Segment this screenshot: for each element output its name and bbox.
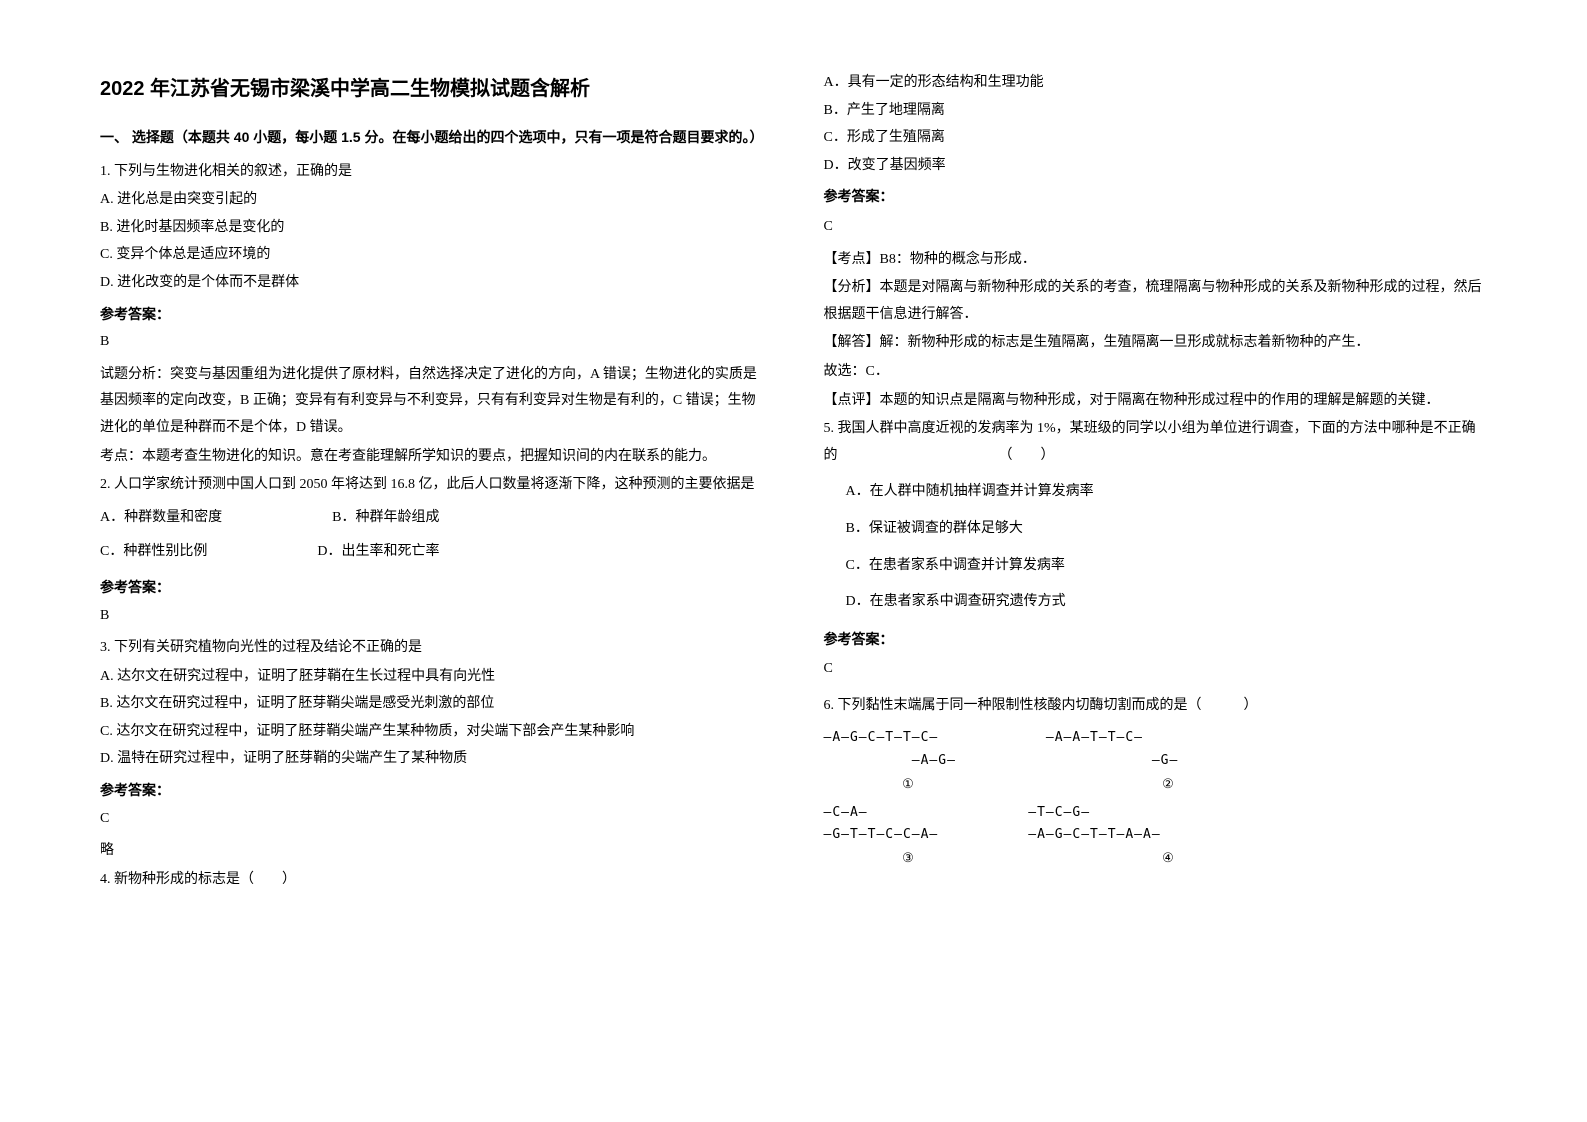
q5-option-c: C．在患者家系中调查并计算发病率: [846, 553, 1488, 580]
q1-answer: B: [100, 329, 764, 356]
q2-answer: B: [100, 603, 764, 630]
q2-row2: C．种群性别比例 D．出生率和死亡率: [100, 539, 764, 566]
q5-option-b: B．保证被调查的群体足够大: [846, 516, 1488, 543]
circled-3: ③: [824, 848, 994, 870]
circled-2: ②: [1084, 774, 1254, 796]
q2-stem: 2. 人口学家统计预测中国人口到 2050 年将达到 16.8 亿，此后人口数量…: [100, 472, 764, 499]
q2-row1: A．种群数量和密度 B．种群年龄组成: [100, 505, 764, 532]
q4-kd: 【考点】B8：物种的概念与形成．: [824, 247, 1488, 274]
left-column: 2022 年江苏省无锡市梁溪中学高二生物模拟试题含解析 一、 选择题（本题共 4…: [100, 70, 764, 1052]
diag3: —C—A— —G—T—T—C—C—A—: [824, 802, 939, 846]
q4-option-c: C．形成了生殖隔离: [824, 125, 1488, 152]
q4-option-d: D．改变了基因频率: [824, 153, 1488, 180]
q5-answer: C: [824, 656, 1488, 683]
q1-analysis-1: 试题分析：突变与基因重组为进化提供了原材料，自然选择决定了进化的方向，A 错误；…: [100, 362, 764, 442]
q4-stem: 4. 新物种形成的标志是（ ）: [100, 867, 764, 894]
q5-stem: 5. 我国人群中高度近视的发病率为 1%，某班级的同学以小组为单位进行调查，下面…: [824, 416, 1488, 469]
q4-fx: 【分析】本题是对隔离与新物种形成的关系的考查，梳理隔离与物种形成的关系及新物种形…: [824, 275, 1488, 328]
q3-option-b: B. 达尔文在研究过程中，证明了胚芽鞘尖端是感受光刺激的部位: [100, 691, 764, 718]
q3-option-a: A. 达尔文在研究过程中，证明了胚芽鞘在生长过程中具有向光性: [100, 664, 764, 691]
q6-diagram: —A—G—C—T—T—C— —A—G— —A—A—T—T—C— —G— ① ② …: [824, 727, 1488, 870]
q6-stem: 6. 下列黏性末端属于同一种限制性核酸内切酶切割而成的是（ ）: [824, 693, 1488, 720]
q1-answer-label: 参考答案：: [100, 301, 764, 328]
q4-jd2: 故选：C．: [824, 359, 1488, 386]
q4-jd1: 【解答】解：新物种形成的标志是生殖隔离，生殖隔离一旦形成就标志着新物种的产生．: [824, 330, 1488, 357]
q3-option-c: C. 达尔文在研究过程中，证明了胚芽鞘尖端产生某种物质，对尖端下部会产生某种影响: [100, 719, 764, 746]
q2-answer-label: 参考答案：: [100, 574, 764, 601]
page-title: 2022 年江苏省无锡市梁溪中学高二生物模拟试题含解析: [100, 70, 764, 108]
q3-option-d: D. 温特在研究过程中，证明了胚芽鞘的尖端产生了某种物质: [100, 746, 764, 773]
q2-option-c: C．种群性别比例: [100, 539, 207, 566]
q4-answer-label: 参考答案：: [824, 183, 1488, 210]
q1-option-c: C. 变异个体总是适应环境的: [100, 242, 764, 269]
q2-option-b: B．种群年龄组成: [332, 505, 439, 532]
q4-answer: C: [824, 214, 1488, 241]
q5-option-a: A．在人群中随机抽样调查并计算发病率: [846, 479, 1488, 506]
q4-option-a: A．具有一定的形态结构和生理功能: [824, 70, 1488, 97]
q1-option-d: D. 进化改变的是个体而不是群体: [100, 270, 764, 297]
diag4: —T—C—G— —A—G—C—T—T—A—A—: [1028, 802, 1160, 846]
q5-options: A．在人群中随机抽样调查并计算发病率 B．保证被调查的群体足够大 C．在患者家系…: [824, 479, 1488, 615]
q1-option-a: A. 进化总是由突变引起的: [100, 187, 764, 214]
diag1: —A—G—C—T—T—C— —A—G—: [824, 727, 956, 771]
q2-option-d: D．出生率和死亡率: [317, 539, 439, 566]
section-header: 一、 选择题（本题共 40 小题，每小题 1.5 分。在每小题给出的四个选项中，…: [100, 124, 764, 151]
diag2: —A—A—T—T—C— —G—: [1046, 727, 1178, 771]
circled-4: ④: [1084, 848, 1254, 870]
q3-brief: 略: [100, 838, 764, 865]
q4-option-b: B．产生了地理隔离: [824, 98, 1488, 125]
q5-answer-label: 参考答案：: [824, 626, 1488, 653]
q1-option-b: B. 进化时基因频率总是变化的: [100, 215, 764, 242]
q3-answer: C: [100, 806, 764, 833]
q2-option-a: A．种群数量和密度: [100, 505, 222, 532]
q1-stem: 1. 下列与生物进化相关的叙述，正确的是: [100, 159, 764, 186]
circled-1: ①: [824, 774, 994, 796]
q3-stem: 3. 下列有关研究植物向光性的过程及结论不正确的是: [100, 635, 764, 662]
right-column: A．具有一定的形态结构和生理功能 B．产生了地理隔离 C．形成了生殖隔离 D．改…: [824, 70, 1488, 1052]
q4-dp: 【点评】本题的知识点是隔离与物种形成，对于隔离在物种形成过程中的作用的理解是解题…: [824, 388, 1488, 415]
q3-answer-label: 参考答案：: [100, 777, 764, 804]
q1-analysis-2: 考点：本题考查生物进化的知识。意在考查能理解所学知识的要点，把握知识间的内在联系…: [100, 444, 764, 471]
q5-option-d: D．在患者家系中调查研究遗传方式: [846, 589, 1488, 616]
